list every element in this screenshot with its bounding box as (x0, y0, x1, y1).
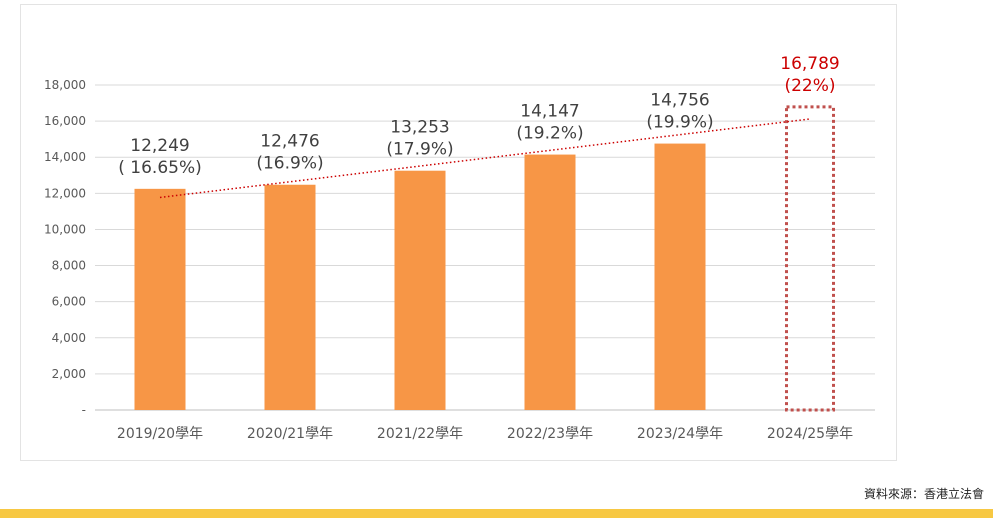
y-tick-label: - (82, 403, 86, 417)
bar (134, 188, 186, 410)
y-tick-label: 4,000 (52, 331, 86, 345)
grid-lines (95, 84, 875, 411)
y-tick-label: 6,000 (52, 295, 86, 309)
percent-label: (19.2%) (516, 124, 583, 144)
y-tick-label: 16,000 (44, 114, 86, 128)
bars (134, 105, 835, 412)
x-axis-categories: 2019/20學年 2020/21學年 2021/22學年 2022/23學年 2023… (117, 426, 853, 442)
y-tick-label: 14,000 (44, 150, 86, 164)
value-label: 12,249 (130, 136, 189, 156)
data-labels: 12,249( 16.65%) 12,476(16.9%) 13,253(17.9%… (118, 54, 839, 178)
x-category-label: 2021/22學年 (377, 426, 463, 442)
bar (394, 170, 446, 410)
x-category-label: 2023/24學年 (637, 426, 723, 442)
y-tick-label: 10,000 (44, 222, 86, 236)
value-label: 13,253 (390, 118, 449, 138)
x-category-label: 2024/25學年 (767, 426, 853, 442)
y-axis-ticks: - 2,000 4,000 6,000 8,000 10,000 12,000 14,000 1… (44, 78, 86, 417)
y-tick-label: 12,000 (44, 186, 86, 200)
bar (524, 154, 576, 410)
percent-label: (16.9%) (256, 154, 323, 174)
trendline (159, 118, 811, 199)
percent-label: (19.9%) (646, 113, 713, 133)
value-label: 14,756 (650, 91, 709, 111)
y-tick-label: 8,000 (52, 259, 86, 273)
source-note: 資料來源：香港立法會 (863, 487, 984, 501)
value-label: 14,147 (520, 102, 579, 122)
percent-label: ( 16.65%) (118, 158, 202, 178)
bar (264, 184, 316, 410)
trendline-layer (159, 118, 811, 199)
bar (654, 143, 706, 411)
value-label: 16,789 (780, 54, 839, 74)
footer-bar (0, 509, 993, 518)
x-category-label: 2019/20學年 (117, 426, 203, 442)
value-label: 12,476 (260, 132, 319, 152)
bar-projected (785, 105, 835, 412)
x-category-label: 2020/21學年 (247, 426, 333, 442)
percent-label: (17.9%) (386, 140, 453, 160)
y-tick-label: 2,000 (52, 367, 86, 381)
x-category-label: 2022/23學年 (507, 426, 593, 442)
percent-label: (22%) (784, 76, 835, 96)
y-tick-label: 18,000 (44, 78, 86, 92)
